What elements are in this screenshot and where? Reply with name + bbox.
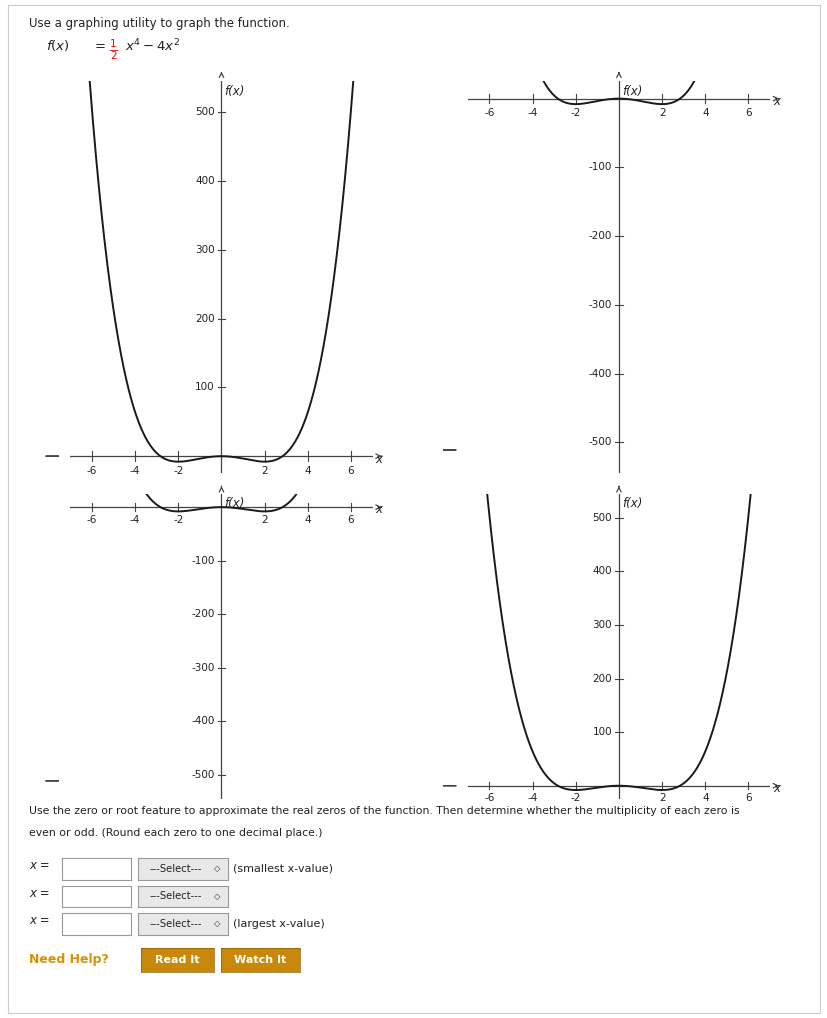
Text: 500: 500	[195, 107, 214, 117]
Text: -4: -4	[527, 793, 537, 803]
Text: $=$: $=$	[92, 38, 106, 51]
Text: -6: -6	[87, 466, 97, 476]
Text: -6: -6	[484, 109, 494, 118]
Text: x: x	[772, 95, 779, 108]
Text: 400: 400	[195, 176, 214, 186]
Text: 200: 200	[195, 314, 214, 324]
Text: -2: -2	[570, 109, 581, 118]
Text: ◇: ◇	[213, 892, 220, 901]
Text: x: x	[375, 453, 382, 465]
Text: x: x	[772, 782, 779, 794]
Text: -400: -400	[191, 717, 214, 727]
Text: -6: -6	[484, 793, 494, 803]
Text: 2: 2	[110, 51, 117, 61]
Text: -500: -500	[191, 770, 214, 780]
Text: 2: 2	[658, 109, 665, 118]
Text: -2: -2	[570, 793, 581, 803]
Text: -400: -400	[588, 369, 611, 379]
Text: 4: 4	[701, 109, 708, 118]
Text: -4: -4	[130, 466, 140, 476]
Text: 200: 200	[592, 674, 611, 683]
Text: 4: 4	[304, 515, 311, 524]
Text: 300: 300	[195, 245, 214, 254]
Text: x =: x =	[29, 887, 50, 900]
Text: -4: -4	[527, 109, 537, 118]
Text: -500: -500	[588, 438, 611, 448]
Text: -6: -6	[87, 515, 97, 524]
Text: 2: 2	[658, 793, 665, 803]
Text: 500: 500	[592, 513, 611, 523]
Text: ◇: ◇	[213, 919, 220, 928]
Text: -200: -200	[588, 231, 611, 241]
Text: $x^4 - 4x^2$: $x^4 - 4x^2$	[125, 38, 179, 54]
Text: -100: -100	[588, 163, 611, 172]
Text: Need Help?: Need Help?	[29, 954, 108, 966]
Text: —: —	[108, 45, 118, 55]
Text: x: x	[375, 503, 382, 516]
Text: 1: 1	[110, 39, 117, 49]
Text: x =: x =	[29, 859, 50, 872]
Text: 6: 6	[744, 793, 751, 803]
Text: 6: 6	[347, 515, 354, 524]
Text: ---Select---: ---Select---	[150, 892, 202, 901]
Text: Use a graphing utility to graph the function.: Use a graphing utility to graph the func…	[29, 17, 289, 31]
Text: (largest x-value): (largest x-value)	[233, 919, 325, 928]
Text: ◇: ◇	[213, 864, 220, 873]
Text: 400: 400	[592, 566, 611, 576]
Text: -100: -100	[191, 556, 214, 566]
Text: -200: -200	[191, 610, 214, 619]
Text: ---Select---: ---Select---	[150, 919, 202, 928]
Text: -2: -2	[173, 466, 184, 476]
Text: f(x): f(x)	[224, 86, 245, 99]
Text: $f(x)$: $f(x)$	[45, 38, 69, 53]
Text: even or odd. (Round each zero to one decimal place.): even or odd. (Round each zero to one dec…	[29, 828, 322, 838]
Text: -4: -4	[130, 515, 140, 524]
Text: 100: 100	[592, 727, 611, 737]
Text: 6: 6	[347, 466, 354, 476]
Text: 100: 100	[195, 383, 214, 392]
Text: (smallest x-value): (smallest x-value)	[233, 864, 333, 873]
Text: -300: -300	[588, 300, 611, 309]
Text: 2: 2	[261, 515, 268, 524]
Text: 4: 4	[701, 793, 708, 803]
Text: -2: -2	[173, 515, 184, 524]
Text: f(x): f(x)	[621, 497, 642, 510]
Text: Watch It: Watch It	[234, 955, 286, 965]
Text: 6: 6	[744, 109, 751, 118]
Text: -300: -300	[191, 663, 214, 673]
Text: f(x): f(x)	[224, 497, 245, 510]
Text: Use the zero or root feature to approximate the real zeros of the function. Then: Use the zero or root feature to approxim…	[29, 806, 739, 816]
Text: 300: 300	[592, 620, 611, 630]
Text: 2: 2	[261, 466, 268, 476]
Text: 4: 4	[304, 466, 311, 476]
Text: f(x): f(x)	[621, 86, 642, 99]
Text: x =: x =	[29, 914, 50, 927]
Text: Read It: Read It	[155, 955, 199, 965]
Text: ---Select---: ---Select---	[150, 864, 202, 873]
